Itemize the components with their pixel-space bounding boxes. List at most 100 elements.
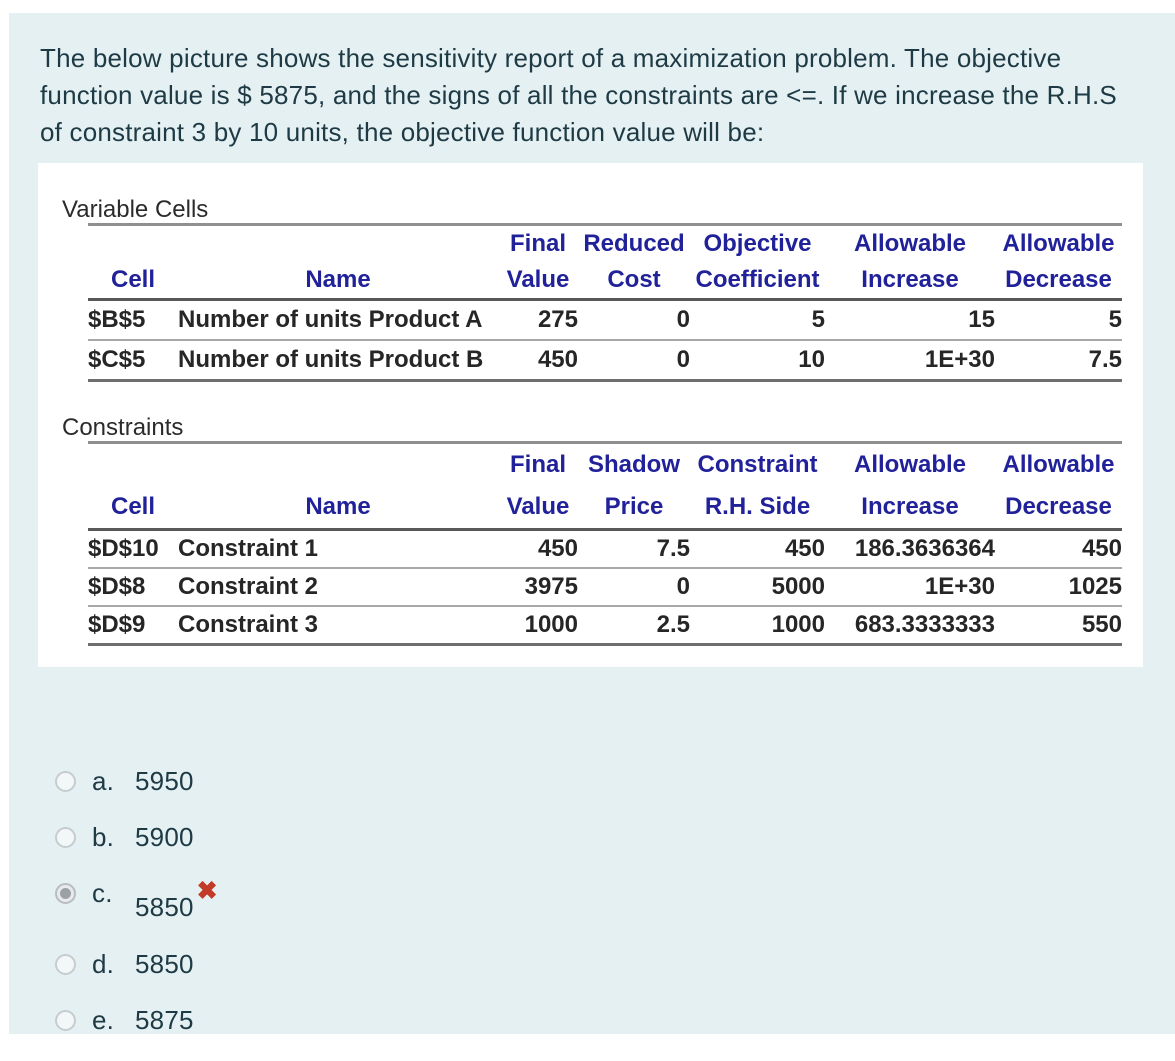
answer-options: a. 5950 ✖ b. 5900 ✖ c. 5850 ✖ d. 5850 ✖ … (55, 766, 218, 1061)
answer-option-a[interactable]: a. 5950 ✖ (55, 766, 218, 796)
table-cell: 7.5 (1088, 346, 1122, 373)
table-cell: 7.5 (578, 529, 690, 569)
quiz-question-region: The below picture shows the sensitivity … (9, 13, 1175, 1035)
header-cell: Final (509, 230, 566, 257)
table-cell: 0 (578, 568, 690, 607)
table-cell: 683.3333333 (854, 611, 995, 638)
table-cell: 450 (537, 346, 578, 373)
header-cell: Cost (578, 262, 690, 301)
table-cell: 1E+30 (924, 346, 995, 373)
header-cell (88, 225, 178, 263)
table-cell: $D$8 (88, 568, 178, 607)
table-cell: 5000 (690, 568, 825, 607)
radio-button-e[interactable] (55, 1009, 76, 1031)
header-cell: Objective (703, 230, 812, 257)
header-cell (178, 443, 498, 487)
table-cell: $C$5 (88, 346, 146, 373)
header-cell: Increase (825, 262, 995, 301)
table-row: $C$5 Number of units Product B 450 0 10 … (88, 340, 1122, 381)
question-line: The below picture shows the sensitivity … (40, 43, 1062, 73)
option-letter: c. (92, 878, 113, 908)
option-letter: b. (92, 821, 115, 852)
table-cell: $B$5 (88, 299, 178, 341)
table-cell: 10 (798, 346, 825, 373)
header-cell: Cell (88, 262, 178, 301)
header-cell: Final (509, 451, 566, 478)
question-line: of constraint 3 by 10 units, the objecti… (40, 117, 765, 147)
header-row-top: Final Shadow Constraint Allowable Allowa… (88, 443, 1122, 487)
table-cell: 3975 (498, 568, 578, 607)
header-row-sub: Cell Name Value Cost Coefficient Increas… (88, 262, 1122, 301)
table-cell: 550 (1081, 611, 1122, 638)
radio-button-c[interactable] (55, 883, 76, 904)
answer-option-e[interactable]: e. 5875 ✖ (55, 1005, 218, 1035)
constraints-table: Final Shadow Constraint Allowable Allowa… (88, 441, 1122, 646)
answer-option-b[interactable]: b. 5900 ✖ (55, 822, 218, 852)
header-cell: Value (498, 262, 578, 301)
table-cell: Constraint 3 (178, 611, 319, 638)
table-cell: 450 (498, 529, 578, 569)
table-cell: 450 (690, 529, 825, 569)
option-letter: a. (92, 765, 115, 796)
header-row-sub: Cell Name Value Price R.H. Side Increase… (88, 486, 1122, 531)
table-cell: 0 (578, 299, 690, 341)
header-cell: Allowable (1002, 230, 1115, 257)
header-cell: Allowable (1002, 451, 1115, 478)
table-row: $B$5 Number of units Product A 275 0 5 1… (88, 299, 1122, 341)
table-cell: Number of units Product B (178, 346, 484, 373)
question-line: function value is $ 5875, and the signs … (40, 80, 1117, 110)
table-cell: 450 (995, 529, 1122, 569)
variable-cells-title: Variable Cells (62, 196, 209, 223)
table-cell: 1E+30 (825, 568, 995, 607)
option-value: 5900 (135, 821, 194, 852)
header-cell: Price (578, 486, 690, 531)
header-cell: Value (498, 486, 578, 531)
header-cell: Shadow (587, 451, 680, 478)
table-cell: 186.3636364 (825, 529, 995, 569)
incorrect-cross-icon: ✖ (196, 877, 218, 905)
header-cell: Allowable (853, 230, 967, 257)
header-cell: Coefficient (690, 262, 825, 301)
table-cell: 5 (995, 299, 1122, 341)
radio-button-d[interactable] (55, 953, 76, 975)
option-letter: d. (92, 948, 115, 979)
header-cell: Name (178, 486, 498, 531)
table-cell: 5 (690, 299, 825, 341)
table-row: $D$8 Constraint 2 3975 0 5000 1E+30 1025 (88, 568, 1122, 607)
table-cell: $D$10 (88, 529, 178, 569)
radio-button-b[interactable] (55, 826, 76, 848)
table-cell: 1000 (771, 611, 825, 638)
table-cell: 2.5 (656, 611, 690, 638)
header-cell: Reduced (583, 230, 685, 257)
option-value: 5875 (135, 1004, 194, 1035)
sensitivity-report-image: Variable Cells Final Reduced Objective A… (38, 163, 1143, 667)
table-row: $D$10 Constraint 1 450 7.5 450 186.36363… (88, 529, 1122, 569)
option-letter: e. (92, 1004, 115, 1035)
table-cell: $D$9 (88, 611, 146, 638)
option-value: 5850 (135, 948, 194, 979)
header-cell (178, 225, 498, 263)
answer-option-c[interactable]: c. 5850 ✖ (55, 877, 218, 923)
header-cell: Decrease (995, 262, 1122, 301)
header-cell: Allowable (853, 451, 967, 478)
constraints-title: Constraints (62, 414, 184, 441)
answer-option-d[interactable]: d. 5850 ✖ (55, 949, 218, 979)
table-cell: 0 (676, 346, 690, 373)
header-cell (88, 443, 178, 487)
header-cell: Decrease (995, 486, 1122, 531)
header-cell: Constraint (697, 451, 818, 478)
header-cell: R.H. Side (690, 486, 825, 531)
option-value: 5850 (135, 892, 194, 922)
option-value: 5950 (135, 765, 194, 796)
table-cell: Constraint 1 (178, 529, 498, 569)
table-row: $D$9 Constraint 3 1000 2.5 1000 683.3333… (88, 606, 1122, 645)
header-cell: Name (178, 262, 498, 301)
table-cell: 275 (498, 299, 578, 341)
table-cell: 1025 (995, 568, 1122, 607)
radio-button-a[interactable] (55, 770, 76, 792)
table-cell: 1000 (524, 611, 578, 638)
table-cell: Constraint 2 (178, 568, 498, 607)
question-text: The below picture shows the sensitivity … (40, 40, 1170, 151)
variable-cells-table: Final Reduced Objective Allowable Allowa… (88, 223, 1122, 382)
table-cell: Number of units Product A (178, 299, 498, 341)
